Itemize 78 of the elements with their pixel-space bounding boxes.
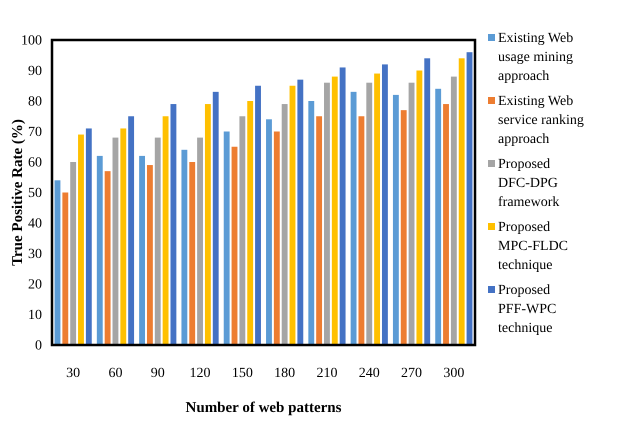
bar	[120, 128, 126, 345]
bar	[282, 104, 288, 345]
y-tick-label: 100	[21, 33, 42, 48]
y-axis-title: True Positive Rate (%)	[10, 119, 26, 266]
legend-label: Existing Web service ranking approach	[498, 94, 584, 147]
legend-label: Existing Web usage mining approach	[498, 31, 574, 84]
x-tick-label: 210	[316, 366, 338, 381]
bar	[443, 104, 449, 345]
bar	[104, 171, 111, 345]
x-tick-label: 60	[108, 366, 122, 381]
y-tick-label: 80	[28, 94, 42, 110]
x-tick-label: 270	[401, 366, 422, 381]
bar	[297, 80, 304, 345]
x-tick-label: 240	[358, 366, 380, 381]
bar	[86, 128, 92, 345]
y-tick-label: 50	[28, 186, 42, 201]
bar	[392, 94, 399, 345]
bar	[332, 76, 338, 345]
x-axis-title: Number of web patterns	[186, 400, 342, 416]
bar	[435, 88, 442, 345]
bar	[224, 132, 230, 345]
bar	[308, 101, 314, 345]
bar	[181, 150, 188, 345]
x-tick-label: 300	[443, 366, 464, 381]
bar	[197, 138, 203, 345]
x-tick-label: 150	[232, 366, 253, 381]
bar	[239, 116, 246, 345]
bar	[96, 156, 103, 345]
bar	[162, 116, 169, 345]
y-tick-label: 60	[28, 155, 42, 170]
bar	[366, 82, 372, 345]
bar	[424, 58, 430, 345]
bar	[450, 76, 457, 345]
bar	[255, 86, 261, 345]
bar	[112, 138, 118, 345]
bar	[62, 192, 68, 345]
y-tick-label: 40	[28, 216, 42, 232]
bar	[290, 86, 296, 345]
bar	[146, 165, 153, 345]
bar	[204, 104, 211, 345]
legend-label: Proposed DFC-DPG framework	[498, 157, 560, 210]
bar	[266, 119, 272, 345]
legend-label: Proposed PFF-WPC technique	[498, 283, 556, 336]
bar	[78, 134, 84, 345]
bar	[400, 110, 407, 345]
bar	[54, 180, 60, 345]
x-tick-label: 180	[274, 366, 296, 381]
bar	[70, 162, 76, 345]
bar	[466, 52, 472, 345]
bar	[416, 70, 422, 345]
x-tick-label: 120	[190, 366, 211, 381]
bar	[350, 92, 357, 345]
y-tick-label: 10	[28, 308, 42, 323]
bar	[232, 146, 238, 345]
bar	[458, 58, 465, 345]
bar	[212, 92, 219, 345]
y-tick-label: 20	[28, 277, 42, 292]
bar	[316, 116, 322, 345]
bar	[358, 116, 364, 345]
y-tick-label: 70	[28, 124, 42, 140]
x-tick-label: 30	[66, 366, 80, 381]
bar	[170, 104, 176, 345]
bar	[382, 64, 388, 345]
x-tick-label: 90	[150, 366, 165, 381]
bar	[189, 162, 196, 345]
bar	[274, 132, 280, 345]
bar	[340, 67, 346, 345]
bar	[324, 82, 330, 345]
legend-label: Proposed MPC-FLDC technique	[498, 220, 568, 273]
y-tick-label: 0	[35, 338, 42, 354]
y-tick-label: 30	[28, 246, 42, 262]
bar	[128, 116, 134, 345]
bar	[247, 101, 254, 345]
bar	[154, 138, 161, 345]
bar	[139, 156, 146, 345]
bar	[408, 82, 414, 345]
y-tick-label: 90	[28, 64, 42, 79]
bar	[374, 74, 380, 345]
